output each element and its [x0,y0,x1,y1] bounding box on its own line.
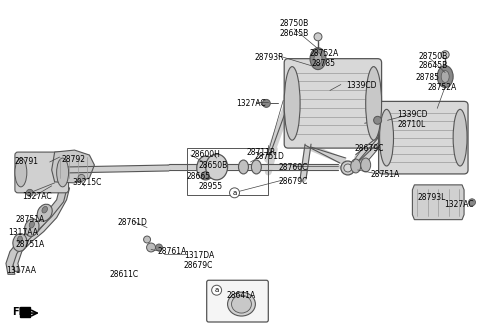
Text: 1339CD: 1339CD [346,81,376,90]
Ellipse shape [366,67,382,140]
Text: 1317AA: 1317AA [6,266,36,275]
Ellipse shape [351,159,360,173]
Ellipse shape [252,160,261,174]
Ellipse shape [441,51,449,59]
Text: 28750B
28645B: 28750B 28645B [279,19,309,38]
FancyBboxPatch shape [379,101,468,174]
Ellipse shape [202,172,209,178]
Ellipse shape [231,295,252,313]
Ellipse shape [314,53,322,65]
Text: 28751A: 28751A [16,215,45,224]
Text: 28600H: 28600H [191,150,221,159]
Bar [187,148,268,195]
Text: 28793L: 28793L [418,193,446,202]
Ellipse shape [229,188,240,198]
Ellipse shape [341,161,355,175]
Ellipse shape [206,154,228,180]
Ellipse shape [24,219,39,236]
Text: 28785: 28785 [311,59,335,68]
Text: a: a [232,190,237,196]
Polygon shape [412,185,464,220]
Ellipse shape [380,109,394,166]
Ellipse shape [228,292,255,316]
FancyBboxPatch shape [284,59,382,148]
Ellipse shape [344,164,352,172]
Ellipse shape [310,48,326,70]
Polygon shape [12,188,70,271]
Text: 28751D: 28751D [254,152,284,161]
Ellipse shape [144,236,151,243]
FancyBboxPatch shape [207,280,268,322]
Ellipse shape [284,67,300,140]
Polygon shape [52,150,95,183]
Text: 28679C: 28679C [355,144,384,153]
Ellipse shape [453,109,467,166]
Text: 1327AC: 1327AC [237,99,266,109]
Text: 28761D: 28761D [117,218,147,227]
Text: 28611C: 28611C [109,270,138,279]
Text: 28711R: 28711R [246,148,276,157]
Text: 28665: 28665 [187,172,211,181]
Text: 28760C: 28760C [278,163,308,172]
Polygon shape [6,188,67,274]
Ellipse shape [437,66,453,88]
Ellipse shape [13,234,27,251]
Ellipse shape [42,206,48,213]
Ellipse shape [468,199,476,206]
Text: 28751A: 28751A [371,170,400,179]
Text: 28791: 28791 [15,157,39,166]
Text: 28955: 28955 [199,182,223,191]
Ellipse shape [29,221,35,228]
Text: 28785: 28785 [415,72,439,82]
Text: 1317DA
28679C: 1317DA 28679C [184,252,214,270]
Ellipse shape [314,33,322,41]
Ellipse shape [26,189,33,196]
Ellipse shape [263,99,270,107]
Text: 28752A: 28752A [309,49,338,58]
Text: a: a [215,287,219,293]
Text: 28793R: 28793R [254,53,284,62]
Ellipse shape [15,158,27,187]
Text: 28650B: 28650B [199,161,228,170]
Ellipse shape [197,156,215,180]
Ellipse shape [360,158,371,172]
FancyBboxPatch shape [15,152,69,193]
Text: FR.: FR. [12,307,30,317]
Ellipse shape [441,71,449,83]
Ellipse shape [373,116,382,124]
Ellipse shape [212,285,222,295]
Text: 28710L: 28710L [397,120,426,129]
Text: 28792: 28792 [61,155,85,164]
Ellipse shape [156,244,162,251]
Ellipse shape [78,174,85,181]
Ellipse shape [146,243,156,252]
Ellipse shape [37,204,52,221]
Text: 1327AC: 1327AC [444,200,474,209]
Text: 28761A: 28761A [157,247,186,256]
Text: 1339CD: 1339CD [397,110,428,119]
Text: 1317AA: 1317AA [8,228,38,236]
Text: 1327AC: 1327AC [22,192,51,201]
Bar [20,307,30,317]
Text: 39215C: 39215C [72,178,102,187]
Ellipse shape [17,236,23,243]
Text: 28641A: 28641A [227,291,256,300]
Text: 28751A: 28751A [16,239,45,249]
Text: 28752A: 28752A [427,83,456,92]
Text: 28679C: 28679C [278,177,308,186]
Ellipse shape [239,160,249,174]
Text: 28750B
28645B: 28750B 28645B [419,52,448,71]
Ellipse shape [57,158,69,187]
